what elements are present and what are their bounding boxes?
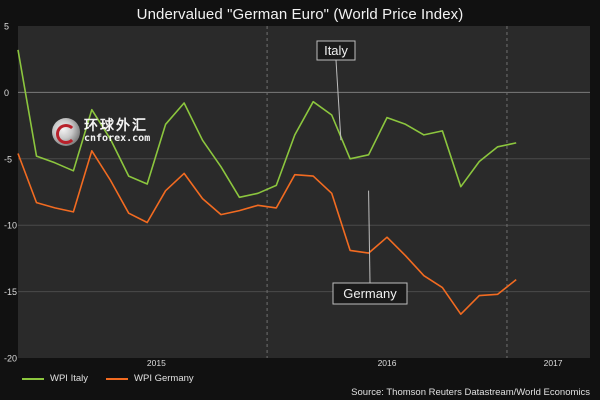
legend-item-germany: WPI Germany: [106, 373, 194, 384]
y-tick-label: 0: [4, 88, 9, 98]
legend-swatch-italy: [22, 377, 44, 380]
x-tick-label-2016: 2016: [378, 358, 397, 368]
x-tick-label-2015: 2015: [147, 358, 166, 368]
legend-label-italy: WPI Italy: [50, 373, 89, 384]
y-tick-label: -5: [4, 154, 12, 164]
y-tick-label: 5: [4, 22, 9, 32]
callout-label-germany: Germany: [343, 286, 397, 301]
watermark-en: cnforex.com: [84, 133, 151, 145]
callout-leader-italy: [335, 59, 342, 141]
legend-label-germany: WPI Germany: [134, 373, 194, 384]
y-axis: 5 0 -5 -10 -15 -20: [4, 22, 17, 364]
callout-box-italy: [316, 40, 356, 61]
y-tick-label: -15: [4, 287, 17, 297]
legend: WPI Italy WPI Germany: [22, 373, 194, 384]
year-dividers: [266, 26, 508, 358]
source-note: Source: Thomson Reuters Datastream/World…: [351, 387, 590, 398]
callout-box-germany: [332, 282, 408, 305]
legend-item-italy: WPI Italy: [22, 373, 88, 384]
watermark: 环球外汇 cnforex.com: [52, 118, 150, 146]
x-axis: 2015 2016 2017: [147, 358, 563, 368]
y-tick-label: -20: [4, 354, 17, 364]
chart-title: Undervalued "German Euro" (World Price I…: [136, 6, 464, 23]
watermark-cn: 环球外汇: [84, 118, 148, 135]
legend-swatch-germany: [106, 377, 129, 380]
series-line-1: [17, 150, 517, 315]
watermark-logo-icon: [52, 118, 80, 146]
series-callouts: Italy Germany: [316, 40, 408, 305]
y-tick-label: -10: [4, 221, 17, 231]
plot-area: [18, 26, 590, 358]
grid-lines: [18, 91, 590, 293]
series-line-0: [17, 49, 517, 199]
callout-leader-germany: [368, 190, 371, 284]
x-tick-label-2017: 2017: [544, 358, 563, 368]
callout-label-italy: Italy: [324, 43, 348, 58]
series-lines: [17, 49, 517, 315]
